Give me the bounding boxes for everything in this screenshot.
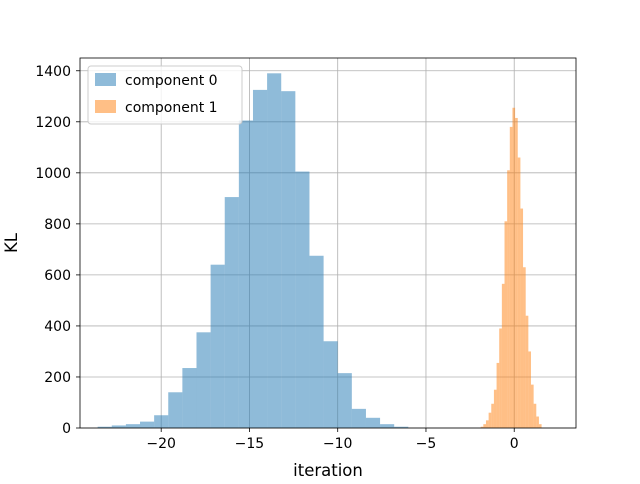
x-tick-label: −5	[416, 436, 437, 452]
histogram-bar	[483, 424, 486, 428]
legend-swatch-component-0	[95, 73, 116, 86]
histogram-bar	[517, 157, 521, 428]
y-tick-label: 400	[44, 319, 71, 335]
bars-layer	[97, 73, 542, 429]
histogram-bar	[525, 315, 529, 428]
legend-box	[87, 65, 243, 125]
histogram-bar	[323, 341, 338, 428]
y-tick-label: 800	[44, 217, 71, 233]
y-axis-title: KL	[2, 232, 21, 253]
histogram-bar	[528, 351, 531, 428]
histogram-bar	[97, 426, 112, 428]
y-tick-label: 0	[62, 421, 71, 437]
histogram-bar	[252, 89, 268, 429]
histogram-bar	[507, 170, 510, 428]
histogram-bar	[536, 416, 539, 428]
histogram-bar	[523, 267, 526, 428]
y-tick-label: 1200	[35, 115, 71, 131]
histogram-bar	[480, 426, 484, 428]
histogram-bar	[501, 283, 505, 428]
histogram-bar	[111, 425, 126, 428]
legend-swatch-component-1	[95, 100, 116, 113]
histogram-bar	[196, 332, 211, 428]
histogram-bar	[394, 426, 409, 428]
series-component-0	[97, 73, 409, 429]
histogram-bar	[491, 403, 494, 428]
plot-frame	[79, 57, 577, 429]
legend: component 0 component 1	[87, 65, 243, 125]
x-tick-label: −15	[235, 436, 265, 452]
ticks-layer: −20 −15 −10 −5 0 0 200 400 600 800 1000 1200 1400	[35, 64, 518, 452]
histogram-bar	[281, 91, 296, 428]
histogram-bar	[337, 373, 352, 428]
x-tick-label: −10	[323, 436, 353, 452]
histogram-bar	[210, 264, 225, 428]
histogram-bar	[530, 384, 534, 428]
histogram-bar	[485, 420, 489, 428]
y-tick-label: 1000	[35, 166, 71, 182]
histogram-bar	[365, 417, 381, 428]
histogram-bar	[295, 171, 310, 428]
histogram-bar	[154, 415, 169, 428]
histogram-bar	[351, 408, 366, 428]
histogram-bar	[538, 424, 542, 428]
x-tick-label: 0	[510, 436, 519, 452]
legend-label-component-1: component 1	[125, 100, 218, 116]
legend-label-component-0: component 0	[125, 73, 218, 89]
histogram-bar	[182, 368, 197, 428]
histogram-bar	[533, 403, 537, 428]
x-tick-label: −20	[146, 436, 176, 452]
histogram-bar	[493, 389, 497, 428]
y-tick-label: 200	[44, 370, 71, 386]
histogram-bar	[380, 424, 395, 428]
histogram-bar	[512, 107, 516, 429]
histogram-bar	[224, 197, 239, 428]
y-tick-label: 1400	[35, 64, 71, 80]
histogram-bar	[520, 208, 524, 428]
histogram-bar	[499, 328, 502, 428]
histogram-bar	[125, 424, 141, 428]
x-axis-title: iteration	[293, 461, 363, 480]
histogram-bar	[140, 421, 155, 428]
histogram-bar	[515, 117, 518, 428]
histogram-bar	[309, 255, 324, 428]
histogram-bar	[238, 120, 253, 428]
histogram-bar	[504, 221, 508, 428]
histogram-bar	[488, 412, 492, 428]
histogram-bar	[496, 362, 500, 428]
histogram-bar	[168, 392, 183, 428]
y-tick-label: 600	[44, 268, 71, 284]
series-component-1	[480, 107, 542, 429]
histogram-bar	[267, 73, 282, 428]
histogram-bar	[509, 126, 513, 429]
